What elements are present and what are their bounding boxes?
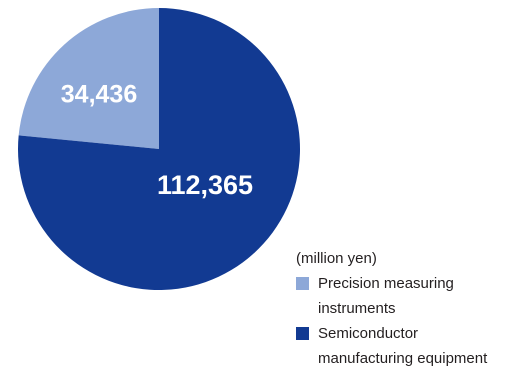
legend-label-line: Semiconductor bbox=[318, 325, 419, 342]
legend-swatch-precision-measuring bbox=[296, 277, 309, 290]
slice-value-label: 34,436 bbox=[61, 81, 137, 109]
slice-value-label: 112,365 bbox=[157, 170, 253, 200]
legend-swatch-semiconductor bbox=[296, 327, 309, 340]
pie-slice-semiconductor bbox=[17, 8, 301, 291]
legend-label-line: Precision measuring bbox=[318, 275, 454, 292]
pie-slice-precision-measuring bbox=[18, 8, 159, 149]
legend-item-semiconductor: Semiconductor manufacturing equipment bbox=[296, 321, 509, 371]
legend-label-line: manufacturing equipment bbox=[318, 350, 488, 367]
chart-legend: (million yen) Precision measuring instru… bbox=[296, 246, 509, 371]
legend-label-line: instruments bbox=[318, 300, 396, 317]
unit-label: (million yen) bbox=[296, 250, 377, 267]
legend-item-precision-measuring: Precision measuring instruments bbox=[296, 271, 509, 321]
